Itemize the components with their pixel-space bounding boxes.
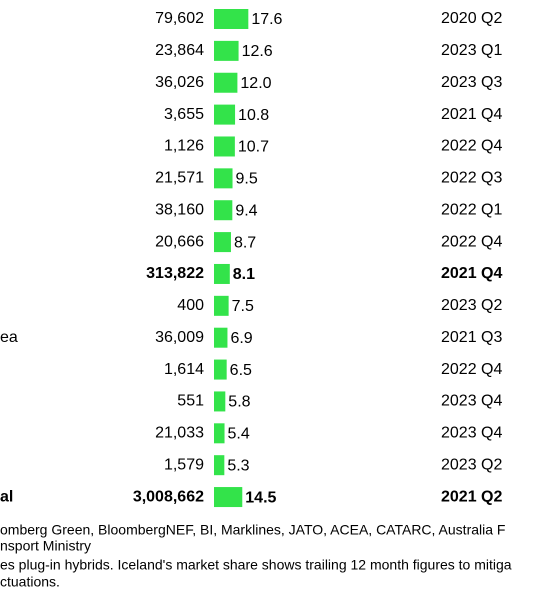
ev-count: 400 [177, 297, 204, 314]
share-label: 12.6 [242, 43, 273, 60]
share-bar [214, 263, 230, 284]
ev-count: 3,655 [164, 106, 204, 123]
peak-quarter: 2021 Q2 [441, 488, 502, 505]
peak-quarter: 2022 Q1 [441, 201, 502, 218]
ev-count: 1,579 [164, 456, 204, 473]
footer-line: es plug-in hybrids. Iceland's market sha… [0, 557, 512, 573]
share-bar [214, 200, 233, 221]
share-bar [214, 359, 227, 380]
ev-count: 551 [177, 393, 204, 410]
peak-quarter: 2021 Q4 [441, 265, 502, 282]
share-label: 17.6 [251, 11, 282, 28]
share-bar [214, 295, 229, 316]
ev-count: 3,008,662 [133, 488, 204, 505]
peak-quarter: 2021 Q4 [441, 106, 502, 123]
ev-count: 1,126 [164, 138, 204, 155]
ev-count: 21,033 [155, 425, 204, 442]
share-bar [214, 232, 231, 253]
peak-quarter: 2021 Q3 [441, 329, 502, 346]
peak-quarter: 2023 Q4 [441, 393, 502, 410]
share-label: 8.7 [234, 234, 256, 251]
peak-quarter: 2020 Q2 [441, 10, 502, 27]
share-label: 9.4 [235, 202, 257, 219]
share-bar [214, 487, 243, 508]
share-bar [214, 423, 225, 444]
peak-quarter: 2022 Q4 [441, 361, 502, 378]
share-bar [214, 327, 228, 348]
share-label: 14.5 [245, 489, 276, 506]
peak-quarter: 2023 Q4 [441, 425, 502, 442]
ev-count: 23,864 [155, 42, 204, 59]
country-name: ea [0, 329, 18, 346]
share-bar [214, 9, 249, 29]
ev-count: 1,614 [164, 361, 204, 378]
share-bar [214, 136, 235, 157]
ev-count: 313,822 [146, 265, 204, 282]
country-name: al [0, 488, 13, 505]
share-label: 12.0 [240, 75, 271, 92]
peak-quarter: 2022 Q3 [441, 170, 502, 187]
share-label: 6.9 [230, 330, 252, 347]
share-bar [214, 391, 226, 412]
peak-quarter: 2022 Q4 [441, 138, 502, 155]
share-bar [214, 455, 225, 476]
share-label: 5.4 [228, 426, 250, 443]
peak-quarter: 2023 Q1 [441, 42, 502, 59]
share-bar [214, 104, 236, 125]
footer-line: nsport Ministry [0, 538, 91, 554]
share-label: 5.3 [227, 457, 249, 474]
ev-count: 20,666 [155, 233, 204, 250]
ev-count: 36,009 [155, 329, 204, 346]
footer-line: ctuations. [0, 574, 60, 590]
share-label: 8.1 [233, 266, 255, 283]
peak-quarter: 2022 Q4 [441, 233, 502, 250]
share-label: 10.8 [238, 107, 269, 124]
ev-count: 38,160 [155, 201, 204, 218]
share-bar [214, 168, 233, 189]
footer-line: omberg Green, BloombergNEF, BI, Markline… [0, 522, 505, 538]
share-bar [214, 72, 238, 93]
peak-quarter: 2023 Q2 [441, 456, 502, 473]
share-label: 6.5 [230, 362, 252, 379]
share-label: 5.8 [228, 394, 250, 411]
ev-count: 36,026 [155, 74, 204, 91]
share-label: 9.5 [236, 171, 258, 188]
share-bar [214, 40, 239, 61]
ev-count: 21,571 [155, 170, 204, 187]
peak-quarter: 2023 Q2 [441, 297, 502, 314]
share-label: 10.7 [238, 139, 269, 156]
share-label: 7.5 [232, 298, 254, 315]
ev-count: 79,602 [155, 10, 204, 27]
peak-quarter: 2023 Q3 [441, 74, 502, 91]
